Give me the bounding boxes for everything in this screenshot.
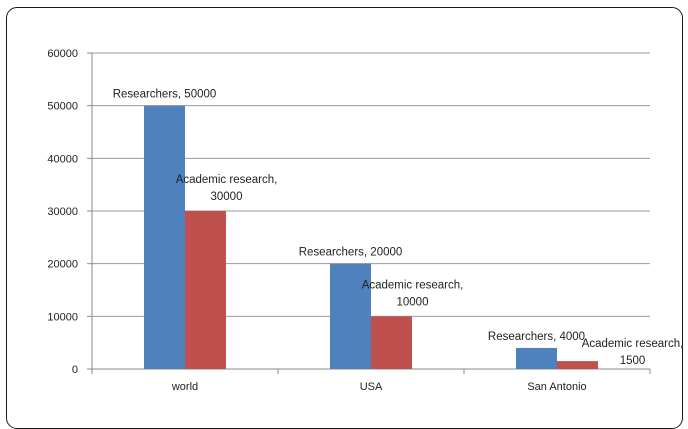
bar-researchers bbox=[330, 263, 371, 369]
x-tick-label: San Antonio bbox=[527, 381, 586, 393]
y-tick-label: 60000 bbox=[47, 48, 78, 60]
bar-researchers bbox=[516, 347, 557, 369]
bar-academic-research bbox=[371, 316, 412, 369]
data-label: 30000 bbox=[211, 191, 243, 203]
data-label: Academic research, bbox=[582, 338, 684, 350]
data-label: Researchers, 4000 bbox=[488, 331, 585, 343]
data-label: Researchers, 50000 bbox=[113, 89, 217, 101]
y-tick-label: 40000 bbox=[47, 153, 78, 165]
y-tick-label: 10000 bbox=[47, 311, 78, 323]
data-label: Researchers, 20000 bbox=[299, 247, 403, 259]
bar-chart: 0 10000 20000 30000 40000 50000 60000 world USA S… bbox=[47, 48, 684, 393]
x-tick-label: USA bbox=[360, 381, 383, 393]
bar-academic-research bbox=[557, 361, 598, 369]
data-label: Academic research, bbox=[176, 174, 278, 186]
y-tick-label: 50000 bbox=[47, 101, 78, 113]
data-label: 1500 bbox=[620, 355, 646, 367]
data-label: Academic research, bbox=[362, 279, 464, 291]
x-tick-label: world bbox=[171, 381, 198, 393]
data-label: 10000 bbox=[397, 296, 429, 308]
y-tick-label: 20000 bbox=[47, 259, 78, 271]
bar-researchers bbox=[144, 105, 185, 370]
y-tick-label: 30000 bbox=[47, 206, 78, 218]
bar-academic-research bbox=[185, 211, 226, 369]
y-tick-label: 0 bbox=[72, 364, 78, 376]
